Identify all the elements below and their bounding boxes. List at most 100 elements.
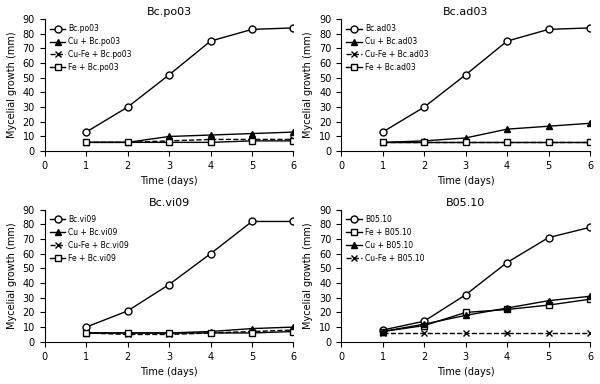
Fe + Bc.po03 bbox=[82, 140, 89, 145]
Fe + Bc.po03 bbox=[248, 139, 256, 143]
Fe + Bc.ad03 bbox=[586, 140, 593, 145]
Line: Cu-Fe + B05.10: Cu-Fe + B05.10 bbox=[379, 329, 593, 336]
Cu-Fe + Bc.ad03 bbox=[586, 140, 593, 145]
Fe + Bc.ad03 bbox=[379, 140, 386, 145]
Fe + Bc.po03 bbox=[207, 140, 214, 145]
Cu-Fe + B05.10 bbox=[379, 331, 386, 335]
Cu-Fe + Bc.po03 bbox=[82, 140, 89, 145]
Cu + Bc.vi09 bbox=[290, 325, 297, 329]
Cu + Bc.vi09 bbox=[166, 331, 173, 335]
Legend: Bc.vi09, Cu + Bc.vi09, Cu-Fe + Bc.vi09, Fe + Bc.vi09: Bc.vi09, Cu + Bc.vi09, Cu-Fe + Bc.vi09, … bbox=[49, 214, 131, 264]
Bc.po03 bbox=[166, 73, 173, 77]
Line: Bc.ad03: Bc.ad03 bbox=[379, 25, 593, 136]
Cu + B05.10 bbox=[545, 298, 552, 303]
Bc.vi09 bbox=[290, 219, 297, 224]
Bc.ad03 bbox=[586, 26, 593, 30]
Cu-Fe + Bc.ad03 bbox=[503, 140, 511, 145]
B05.10 bbox=[421, 319, 428, 324]
Bc.po03 bbox=[124, 105, 131, 109]
Bc.po03 bbox=[248, 27, 256, 32]
Cu + Bc.ad03 bbox=[545, 124, 552, 129]
Cu-Fe + Bc.ad03 bbox=[545, 140, 552, 145]
B05.10 bbox=[503, 260, 511, 265]
Fe + Bc.vi09 bbox=[207, 331, 214, 335]
Cu-Fe + Bc.vi09 bbox=[124, 332, 131, 337]
Title: Bc.ad03: Bc.ad03 bbox=[443, 7, 488, 17]
Cu + Bc.po03 bbox=[166, 134, 173, 139]
Fe + Bc.ad03 bbox=[545, 140, 552, 145]
Bc.ad03 bbox=[462, 73, 469, 77]
Cu-Fe + Bc.vi09 bbox=[290, 328, 297, 332]
Bc.ad03 bbox=[421, 105, 428, 109]
B05.10 bbox=[545, 235, 552, 240]
Cu + Bc.ad03 bbox=[421, 139, 428, 143]
Cu + Bc.vi09 bbox=[248, 326, 256, 331]
Bc.po03 bbox=[82, 130, 89, 134]
Fe + Bc.vi09 bbox=[82, 331, 89, 335]
Fe + Bc.po03 bbox=[166, 140, 173, 145]
X-axis label: Time (days): Time (days) bbox=[437, 367, 494, 377]
Y-axis label: Mycelial growth (mm): Mycelial growth (mm) bbox=[7, 222, 17, 329]
Line: Cu-Fe + Bc.ad03: Cu-Fe + Bc.ad03 bbox=[379, 139, 593, 146]
Cu-Fe + Bc.vi09 bbox=[207, 331, 214, 335]
Cu-Fe + Bc.vi09 bbox=[248, 329, 256, 334]
Fe + Bc.vi09 bbox=[124, 331, 131, 335]
Y-axis label: Mycelial growth (mm): Mycelial growth (mm) bbox=[304, 222, 313, 329]
Cu-Fe + B05.10 bbox=[421, 331, 428, 335]
Line: Fe + Bc.vi09: Fe + Bc.vi09 bbox=[83, 328, 297, 336]
Cu-Fe + Bc.ad03 bbox=[421, 140, 428, 145]
Title: Bc.po03: Bc.po03 bbox=[146, 7, 191, 17]
Cu-Fe + B05.10 bbox=[545, 331, 552, 335]
Bc.po03 bbox=[290, 26, 297, 30]
Cu + Bc.ad03 bbox=[379, 140, 386, 145]
Bc.vi09 bbox=[248, 219, 256, 224]
Bc.vi09 bbox=[124, 309, 131, 313]
Cu + Bc.vi09 bbox=[82, 331, 89, 335]
Y-axis label: Mycelial growth (mm): Mycelial growth (mm) bbox=[7, 32, 17, 139]
Line: Fe + Bc.po03: Fe + Bc.po03 bbox=[83, 137, 297, 146]
Line: Cu-Fe + Bc.vi09: Cu-Fe + Bc.vi09 bbox=[83, 326, 297, 338]
Fe + Bc.vi09 bbox=[166, 331, 173, 335]
Line: Bc.po03: Bc.po03 bbox=[83, 25, 297, 136]
X-axis label: Time (days): Time (days) bbox=[140, 176, 198, 187]
Fe + B05.10 bbox=[379, 329, 386, 334]
Bc.vi09 bbox=[166, 282, 173, 287]
Bc.po03 bbox=[207, 39, 214, 43]
B05.10 bbox=[379, 328, 386, 332]
Fe + B05.10 bbox=[586, 297, 593, 301]
Fe + Bc.ad03 bbox=[421, 140, 428, 145]
Fe + Bc.vi09 bbox=[290, 329, 297, 334]
Cu-Fe + Bc.ad03 bbox=[379, 140, 386, 145]
Line: Cu + Bc.po03: Cu + Bc.po03 bbox=[83, 129, 297, 146]
Cu-Fe + B05.10 bbox=[503, 331, 511, 335]
Line: Bc.vi09: Bc.vi09 bbox=[83, 218, 297, 331]
Line: B05.10: B05.10 bbox=[379, 224, 593, 334]
Cu-Fe + Bc.vi09 bbox=[82, 331, 89, 335]
X-axis label: Time (days): Time (days) bbox=[140, 367, 198, 377]
Cu-Fe + Bc.po03 bbox=[290, 137, 297, 142]
B05.10 bbox=[586, 225, 593, 230]
Bc.vi09 bbox=[207, 252, 214, 256]
Bc.ad03 bbox=[545, 27, 552, 32]
Fe + Bc.po03 bbox=[124, 140, 131, 145]
Line: Cu + B05.10: Cu + B05.10 bbox=[379, 293, 593, 335]
Cu + B05.10 bbox=[586, 294, 593, 299]
Cu-Fe + Bc.ad03 bbox=[462, 140, 469, 145]
Cu + Bc.po03 bbox=[207, 133, 214, 137]
Bc.ad03 bbox=[503, 39, 511, 43]
Cu + Bc.vi09 bbox=[207, 329, 214, 334]
Line: Cu + Bc.ad03: Cu + Bc.ad03 bbox=[379, 120, 593, 146]
Line: Fe + Bc.ad03: Fe + Bc.ad03 bbox=[379, 139, 593, 146]
Cu + B05.10 bbox=[462, 313, 469, 318]
Cu + Bc.ad03 bbox=[503, 127, 511, 131]
Fe + B05.10 bbox=[503, 307, 511, 312]
Legend: B05.10, Fe + B05.10, Cu + B05.10, Cu-Fe + B05.10: B05.10, Fe + B05.10, Cu + B05.10, Cu-Fe … bbox=[345, 214, 426, 264]
Fe + B05.10 bbox=[462, 310, 469, 315]
Cu + B05.10 bbox=[503, 306, 511, 310]
Title: Bc.vi09: Bc.vi09 bbox=[148, 197, 190, 208]
Fe + Bc.ad03 bbox=[503, 140, 511, 145]
Bc.vi09 bbox=[82, 325, 89, 329]
Cu-Fe + Bc.po03 bbox=[248, 137, 256, 142]
Line: Cu-Fe + Bc.po03: Cu-Fe + Bc.po03 bbox=[83, 136, 297, 146]
Cu-Fe + Bc.po03 bbox=[207, 137, 214, 142]
